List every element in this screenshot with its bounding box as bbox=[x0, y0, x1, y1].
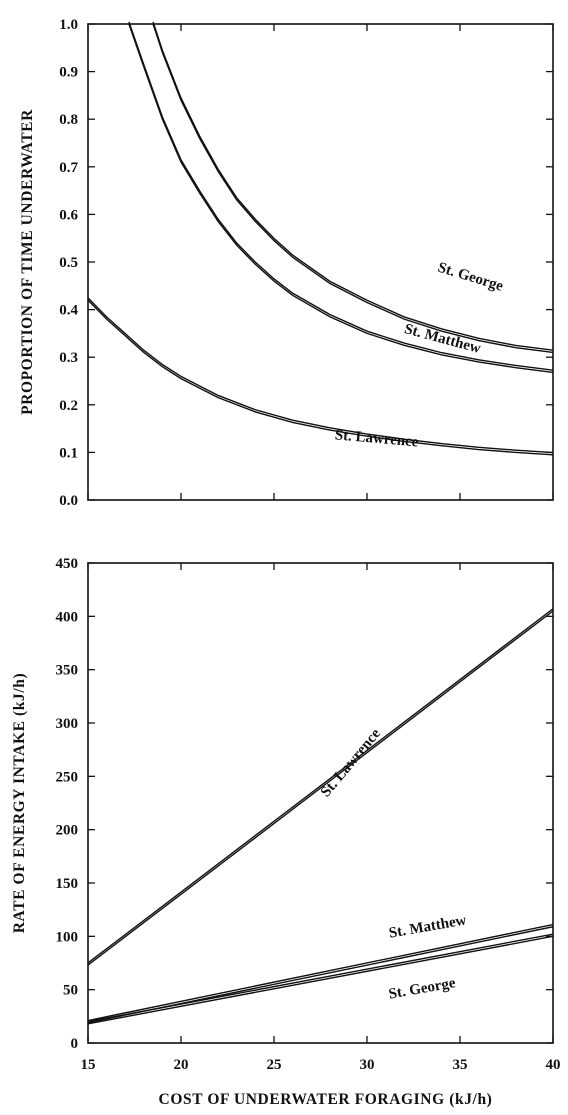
x-axis-title: COST OF UNDERWATER FORAGING (kJ/h) bbox=[159, 1091, 493, 1108]
x-tick-label: 35 bbox=[453, 1057, 468, 1073]
series-line-st-george bbox=[152, 24, 553, 354]
y-tick-label: 200 bbox=[56, 823, 79, 839]
y-tick-label: 0.4 bbox=[59, 303, 78, 319]
y-tick-label: 400 bbox=[56, 609, 79, 625]
series-label-st-lawrence: St. Lawrence bbox=[334, 427, 419, 450]
series-line-st-matthew-outline bbox=[128, 21, 553, 371]
y-tick-label: 250 bbox=[56, 769, 79, 785]
series-label-st-matthew: St. Matthew bbox=[403, 321, 483, 357]
series-line-st-george bbox=[88, 935, 553, 1025]
y-tick-label: 0.6 bbox=[59, 207, 78, 223]
series-line-st-matthew bbox=[128, 24, 553, 374]
y-tick-label: 100 bbox=[56, 929, 79, 945]
series-label-st-matthew: St. Matthew bbox=[388, 912, 468, 941]
y-tick-label: 0.3 bbox=[59, 350, 78, 366]
series-line-st-lawrence-outline bbox=[88, 608, 553, 964]
series-line-st-lawrence bbox=[88, 610, 553, 966]
series-line-st-matthew-outline bbox=[88, 923, 553, 1022]
y-axis-title: PROPORTION OF TIME UNDERWATER bbox=[19, 109, 36, 415]
plot-frame bbox=[87, 562, 554, 1044]
series-line-st-lawrence bbox=[88, 299, 553, 456]
y-tick-label: 450 bbox=[56, 556, 79, 572]
series-label-st-george: St. George bbox=[387, 975, 457, 1003]
chart-proportion-time-underwater: 0.0 0.1 0.2 0.3 0.4 0.5 0.6 0.7 0.8 0.9 1.0 PROPORT… bbox=[19, 17, 554, 509]
y-tick-label: 0.7 bbox=[59, 160, 78, 176]
y-tick-label: 1.0 bbox=[59, 17, 78, 33]
y-tick-label: 0.8 bbox=[59, 112, 78, 128]
x-tick-label: 30 bbox=[360, 1057, 375, 1073]
x-tick-label: 40 bbox=[546, 1057, 561, 1073]
y-tick-label: 0.2 bbox=[59, 398, 78, 414]
y-tick-label: 0.0 bbox=[59, 493, 78, 509]
series-line-st-george-outline bbox=[152, 21, 553, 351]
y-tick-label: 0 bbox=[71, 1036, 79, 1052]
x-tick-label: 15 bbox=[81, 1057, 96, 1073]
y-tick-label: 150 bbox=[56, 876, 79, 892]
y-tick-label: 0.1 bbox=[59, 445, 78, 461]
x-tick-label: 25 bbox=[267, 1057, 282, 1073]
y-tick-label: 300 bbox=[56, 716, 79, 732]
x-tick-label: 20 bbox=[174, 1057, 189, 1073]
y-tick-label: 0.5 bbox=[59, 255, 78, 271]
series-line-st-lawrence-outline bbox=[88, 297, 553, 454]
y-axis-title: RATE OF ENERGY INTAKE (kJ/h) bbox=[11, 673, 28, 934]
y-tick-label: 350 bbox=[56, 663, 79, 679]
y-tick-label: 0.9 bbox=[59, 65, 78, 81]
y-tick-label: 50 bbox=[63, 983, 78, 999]
series-line-st-george-outline bbox=[88, 933, 553, 1023]
series-label-st-lawrence: St. Lawrence bbox=[318, 726, 384, 801]
chart-rate-energy-intake: 0 50 100 150 200 250 300 350 400 450 15 20 25 30 35 40 R… bbox=[11, 556, 561, 1108]
series-label-st-george: St. George bbox=[436, 260, 506, 295]
